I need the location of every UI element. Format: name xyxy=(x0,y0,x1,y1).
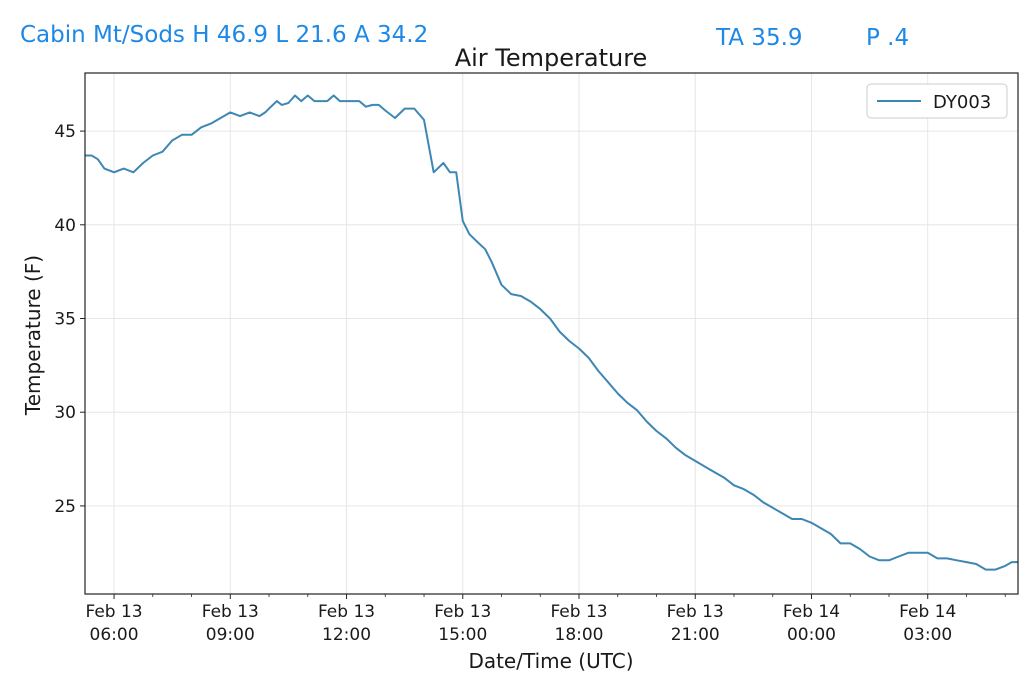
x-tick-label-time: 06:00 xyxy=(90,625,139,645)
x-tick-label-time: 00:00 xyxy=(787,625,836,645)
x-tick-label-time: 09:00 xyxy=(206,625,255,645)
y-tick-label: 40 xyxy=(54,216,76,236)
y-axis-label: Temperature (F) xyxy=(21,255,45,416)
p-reading: P .4 xyxy=(866,25,910,51)
x-tick-label-time: 03:00 xyxy=(903,625,952,645)
x-tick-label-date: Feb 13 xyxy=(202,602,259,622)
x-tick-label-time: 18:00 xyxy=(555,625,604,645)
chart-title: Air Temperature xyxy=(455,44,648,72)
x-tick-label-date: Feb 13 xyxy=(318,602,375,622)
y-tick-label: 35 xyxy=(54,310,76,330)
station-summary: Cabin Mt/Sods H 46.9 L 21.6 A 34.2 xyxy=(20,22,429,48)
y-tick-label: 30 xyxy=(54,403,76,423)
series-line-dy003 xyxy=(85,94,1018,571)
x-tick-label-date: Feb 13 xyxy=(550,602,607,622)
y-tick-label: 45 xyxy=(54,122,76,142)
legend-box xyxy=(866,83,1008,119)
grid-layer xyxy=(85,73,1018,594)
x-tick-label-date: Feb 14 xyxy=(783,602,840,622)
x-tick-label-date: Feb 13 xyxy=(85,602,142,622)
legend-label: DY003 xyxy=(933,92,991,113)
y-tick-label: 25 xyxy=(54,497,76,517)
legend: DY003 xyxy=(866,83,1008,119)
x-tick-label-time: 12:00 xyxy=(322,625,371,645)
x-tick-label-date: Feb 14 xyxy=(899,602,956,622)
tick-layer: 25 30 35 40 45 Feb 13 06:00 Feb 13 09:00 Feb 13 12… xyxy=(54,122,1006,645)
series-layer xyxy=(85,94,1018,571)
ta-reading: TA 35.9 xyxy=(716,25,803,51)
x-tick-label-time: 21:00 xyxy=(671,625,720,645)
x-tick-label-date: Feb 13 xyxy=(434,602,491,622)
x-tick-label-date: Feb 13 xyxy=(667,602,724,622)
x-tick-label-time: 15:00 xyxy=(438,625,487,645)
x-axis-label: Date/Time (UTC) xyxy=(468,649,633,673)
plot-frame xyxy=(84,72,1019,595)
